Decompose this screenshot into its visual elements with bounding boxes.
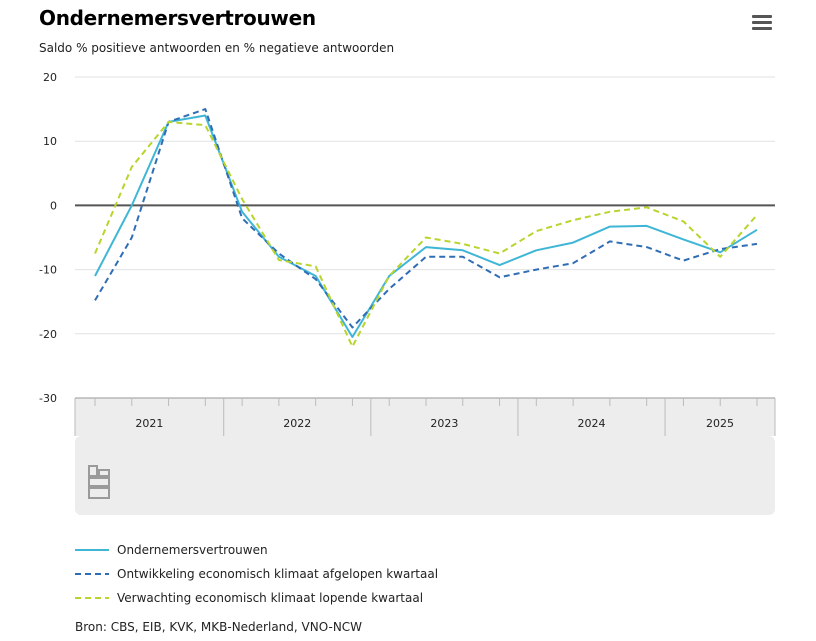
- x-tick-label: 2024: [578, 417, 606, 430]
- y-axis: 20 10 0 -10 -20 -30: [39, 71, 57, 405]
- legend-label: Verwachting economisch klimaat lopende k…: [117, 591, 424, 605]
- y-tick-label: 20: [43, 71, 57, 84]
- series-line-2: [94, 108, 758, 329]
- x-axis: 2021 2022 2023 2024 2025: [74, 397, 776, 515]
- cbs-logo-icon: [88, 465, 110, 499]
- legend-swatch-dashed: [75, 597, 109, 599]
- x-tick-label: 2021: [135, 417, 163, 430]
- y-tick-label: -30: [39, 392, 57, 405]
- series-line-1: [94, 114, 758, 338]
- legend-item-lopende-kwartaal[interactable]: Verwachting economisch klimaat lopende k…: [75, 586, 438, 610]
- chart-legend: Ondernemersvertrouwen Ontwikkeling econo…: [75, 538, 438, 610]
- y-tick-label: 10: [43, 135, 57, 148]
- x-tick-label: 2022: [283, 417, 311, 430]
- y-tick-label: -10: [39, 264, 57, 277]
- legend-item-afgelopen-kwartaal[interactable]: Ontwikkeling economisch klimaat afgelope…: [75, 562, 438, 586]
- legend-label: Ondernemersvertrouwen: [117, 543, 268, 557]
- series-line-3: [94, 120, 758, 348]
- legend-item-ondernemersvertrouwen[interactable]: Ondernemersvertrouwen: [75, 538, 438, 562]
- x-tick-label: 2023: [430, 417, 458, 430]
- chart-title: Ondernemersvertrouwen: [39, 6, 316, 30]
- legend-swatch-solid: [75, 549, 109, 551]
- line-chart: 20 10 0 -10 -20 -30 2021 2022 2023 2024 2025: [39, 71, 776, 515]
- footer-band: [75, 436, 775, 515]
- y-tick-label: -20: [39, 328, 57, 341]
- legend-label: Ontwikkeling economisch klimaat afgelope…: [117, 567, 439, 581]
- hamburger-menu-icon[interactable]: [751, 14, 773, 32]
- legend-swatch-dashed: [75, 573, 109, 575]
- x-tick-label: 2025: [706, 417, 734, 430]
- y-tick-label: 0: [50, 199, 57, 212]
- chart-series: [94, 108, 758, 348]
- x-axis-band: [75, 398, 775, 436]
- chart-subtitle: Saldo % positieve antwoorden en % negati…: [39, 41, 395, 55]
- source-note: Bron: CBS, EIB, KVK, MKB-Nederland, VNO-…: [75, 620, 363, 634]
